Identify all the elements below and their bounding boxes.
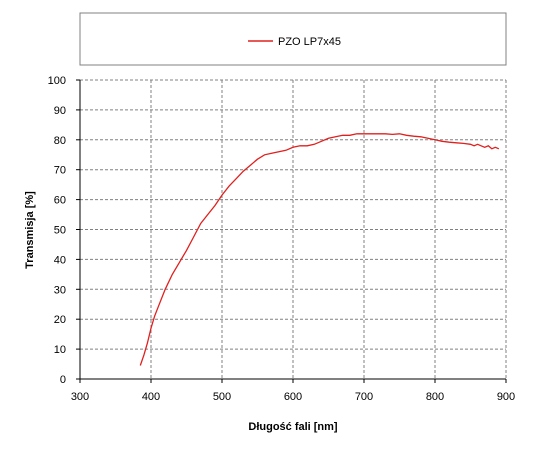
y-tick-label: 90 xyxy=(54,105,66,117)
x-tick-label: 800 xyxy=(426,391,444,403)
x-tick-label: 600 xyxy=(284,391,302,403)
y-tick-label: 50 xyxy=(54,225,66,237)
y-tick-label: 80 xyxy=(54,135,66,147)
y-tick-label: 20 xyxy=(54,314,66,326)
y-tick-label: 40 xyxy=(54,254,66,266)
y-tick-labels: 0 10 20 30 40 50 60 70 80 90 100 xyxy=(48,75,66,386)
y-tick-label: 100 xyxy=(48,75,66,87)
x-axis-title: Długość fali [nm] xyxy=(248,421,338,433)
gridlines xyxy=(80,79,507,379)
x-tick-label: 900 xyxy=(497,391,515,403)
y-tick-label: 30 xyxy=(54,284,66,296)
x-tick-label: 300 xyxy=(71,391,89,403)
legend-label: PZO LP7x45 xyxy=(278,36,341,48)
x-tick-label: 400 xyxy=(142,391,160,403)
axes xyxy=(76,79,507,383)
legend-box xyxy=(79,12,507,66)
x-tick-label: 700 xyxy=(355,391,373,403)
series-line-pzo-lp7x45 xyxy=(139,133,500,366)
y-tick-label: 60 xyxy=(54,195,66,207)
x-tick-label: 500 xyxy=(213,391,231,403)
y-tick-label: 10 xyxy=(54,344,66,356)
x-tick-labels: 300 400 500 600 700 800 900 xyxy=(71,391,515,403)
y-tick-label: 70 xyxy=(54,165,66,177)
y-tick-label: 0 xyxy=(60,374,66,386)
y-axis-title: Transmisja [%] xyxy=(24,191,36,269)
